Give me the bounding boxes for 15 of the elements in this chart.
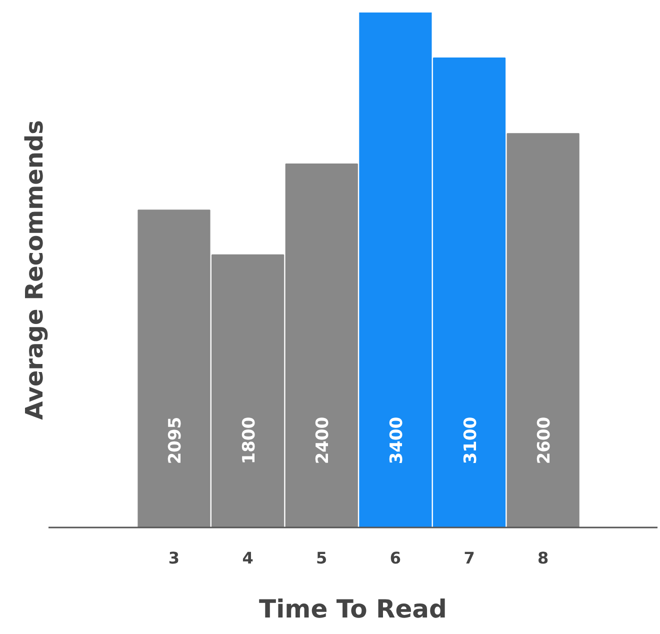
data-label: 3400 [386, 416, 407, 464]
data-label: 1800 [239, 416, 260, 464]
x-tick-label: 6 [390, 548, 402, 568]
x-tick-label: 4 [242, 548, 254, 568]
x-axis-title: Time To Read [259, 594, 447, 624]
data-label: 2095 [165, 416, 186, 464]
data-label: 2600 [534, 416, 555, 464]
data-label: 2400 [313, 416, 334, 464]
x-tick-label: 7 [464, 548, 475, 568]
x-tick-label: 3 [168, 548, 180, 568]
x-tick-label: 5 [316, 548, 328, 568]
bar [506, 133, 580, 528]
x-tick-label: 8 [538, 548, 549, 568]
y-axis-title: Average Recommends [20, 120, 48, 420]
data-label: 3100 [460, 416, 481, 464]
